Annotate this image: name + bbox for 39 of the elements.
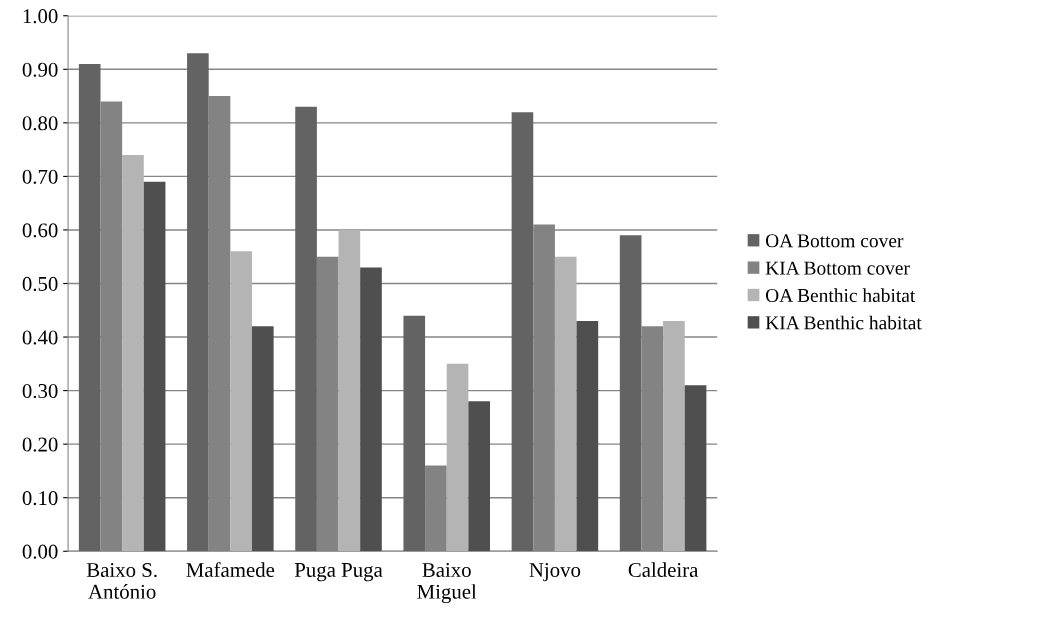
bar — [295, 106, 317, 552]
x-tick-label: Puga Puga — [294, 563, 383, 582]
bar — [511, 112, 534, 552]
bar — [122, 154, 144, 552]
bar — [554, 256, 577, 552]
bar — [619, 235, 642, 552]
bar — [684, 385, 707, 552]
bar — [251, 326, 274, 552]
y-tick-label: 0.90 — [22, 62, 58, 77]
x-tick-label: Baixo S. António — [86, 563, 157, 599]
bar — [187, 53, 209, 552]
legend-label: OA Bottom cover — [765, 234, 904, 248]
y-tick-label: 0.60 — [22, 223, 58, 238]
y-tick-label: 0.30 — [22, 383, 58, 399]
y-tick-label: 0.40 — [22, 330, 58, 345]
bar — [663, 320, 685, 552]
bar — [78, 63, 101, 552]
bar — [360, 267, 382, 552]
legend-label: KIA Bottom cover — [765, 261, 910, 275]
y-tick-label: 1.00 — [23, 9, 58, 24]
x-tick-label: Njovo — [529, 563, 581, 582]
y-tick-label: 0.80 — [22, 116, 58, 131]
x-tick-label: Caldeira — [628, 562, 699, 578]
legend-label: KIA Benthic habitat — [765, 315, 922, 330]
bar — [230, 251, 252, 552]
y-tick-label: 0.10 — [22, 491, 58, 506]
bar — [403, 315, 426, 552]
bar — [143, 181, 166, 552]
legend-label: OA Benthic habitat — [765, 288, 916, 303]
y-tick-label: 0.00 — [22, 544, 58, 559]
x-tick-label: Mafamede — [186, 562, 275, 578]
y-tick-label: 0.70 — [22, 169, 58, 184]
x-tick-label: Baixo Miguel — [417, 563, 477, 604]
bar — [446, 363, 469, 552]
bar — [468, 401, 490, 552]
y-tick-label: 0.50 — [22, 276, 58, 292]
y-tick-label: 0.20 — [22, 437, 58, 452]
bar — [338, 229, 361, 552]
bar — [576, 320, 599, 552]
